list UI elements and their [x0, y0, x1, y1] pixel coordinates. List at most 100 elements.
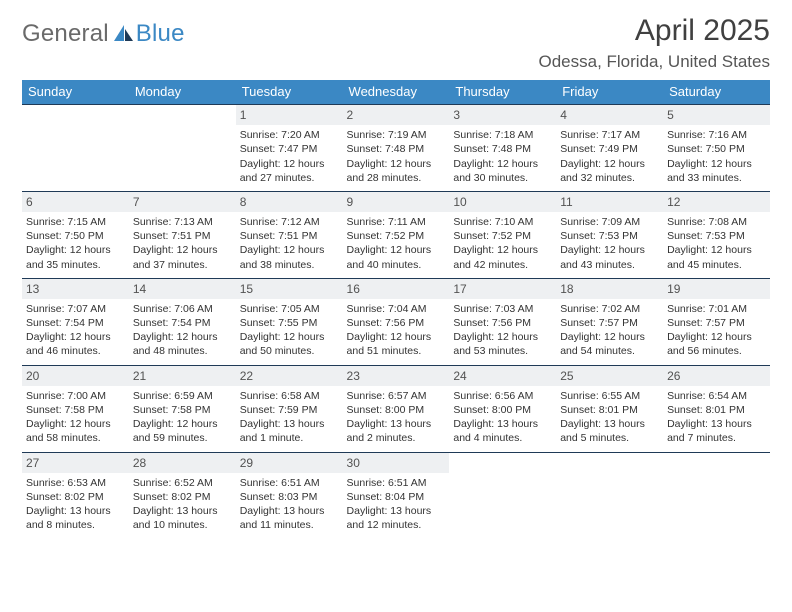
cell-daylight1: Daylight: 12 hours — [133, 243, 232, 257]
cell-sunset: Sunset: 7:53 PM — [560, 229, 659, 243]
cell-sunrise: Sunrise: 7:01 AM — [667, 302, 766, 316]
cell-sunrise: Sunrise: 6:51 AM — [347, 476, 446, 490]
cell-sunrise: Sunrise: 7:09 AM — [560, 215, 659, 229]
cell-daylight1: Daylight: 12 hours — [560, 330, 659, 344]
cell-sunrise: Sunrise: 7:20 AM — [240, 128, 339, 142]
calendar-cell: 1 Sunrise: 7:20 AMSunset: 7:47 PMDaylight… — [236, 105, 343, 192]
day-number: 10 — [449, 192, 556, 212]
cell-daylight1: Daylight: 13 hours — [347, 417, 446, 431]
cell-sunset: Sunset: 7:53 PM — [667, 229, 766, 243]
cell-sunset: Sunset: 7:50 PM — [26, 229, 125, 243]
cell-daylight2: and 42 minutes. — [453, 258, 552, 272]
day-number: 2 — [343, 105, 450, 125]
cell-sunrise: Sunrise: 7:13 AM — [133, 215, 232, 229]
cell-sunset: Sunset: 7:54 PM — [26, 316, 125, 330]
cell-daylight2: and 54 minutes. — [560, 344, 659, 358]
cell-sunset: Sunset: 7:50 PM — [667, 142, 766, 156]
cell-sunrise: Sunrise: 7:19 AM — [347, 128, 446, 142]
cell-sunset: Sunset: 7:54 PM — [133, 316, 232, 330]
calendar-cell: 13Sunrise: 7:07 AMSunset: 7:54 PMDayligh… — [22, 278, 129, 365]
cell-sunset: Sunset: 7:51 PM — [240, 229, 339, 243]
cell-sunset: Sunset: 7:57 PM — [560, 316, 659, 330]
day-number: 15 — [236, 279, 343, 299]
cell-daylight1: Daylight: 12 hours — [453, 243, 552, 257]
calendar-cell: 4Sunrise: 7:17 AMSunset: 7:49 PMDaylight… — [556, 105, 663, 192]
cell-sunrise: Sunrise: 7:07 AM — [26, 302, 125, 316]
day-number: 28 — [129, 453, 236, 473]
calendar-table: SundayMondayTuesdayWednesdayThursdayFrid… — [22, 80, 770, 538]
cell-sunset: Sunset: 7:57 PM — [667, 316, 766, 330]
calendar-cell: 29Sunrise: 6:51 AMSunset: 8:03 PMDayligh… — [236, 452, 343, 538]
calendar-week-row: 6 Sunrise: 7:15 AMSunset: 7:50 PM Daylight… — [22, 191, 770, 278]
cell-daylight1: Daylight: 12 hours — [133, 330, 232, 344]
day-number: 11 — [556, 192, 663, 212]
cell-sunrise: Sunrise: 6:55 AM — [560, 389, 659, 403]
cell-sunset: Sunset: 7:47 PM — [240, 142, 339, 156]
day-number: 13 — [22, 279, 129, 299]
cell-daylight1: Daylight: 13 hours — [453, 417, 552, 431]
day-number: 6 — [22, 192, 129, 212]
cell-daylight2: and 38 minutes. — [240, 258, 339, 272]
weekday-header: Friday — [556, 80, 663, 105]
day-number: 5 — [663, 105, 770, 125]
cell-daylight2: and 35 minutes. — [26, 258, 125, 272]
calendar-cell: 21Sunrise: 6:59 AMSunset: 7:58 PMDayligh… — [129, 365, 236, 452]
cell-daylight1: Daylight: 12 hours — [453, 330, 552, 344]
logo: General Blue — [22, 14, 185, 48]
cell-sunrise: Sunrise: 7:02 AM — [560, 302, 659, 316]
cell-daylight1: Daylight: 13 hours — [667, 417, 766, 431]
cell-daylight2: and 43 minutes. — [560, 258, 659, 272]
weekday-header: Tuesday — [236, 80, 343, 105]
cell-daylight1: Daylight: 13 hours — [240, 504, 339, 518]
day-number: 9 — [343, 192, 450, 212]
cell-sunrise: Sunrise: 6:52 AM — [133, 476, 232, 490]
logo-text-blue: Blue — [136, 20, 185, 48]
calendar-cell: 9Sunrise: 7:11 AMSunset: 7:52 PMDaylight… — [343, 191, 450, 278]
cell-daylight1: Daylight: 13 hours — [133, 504, 232, 518]
cell-sunrise: Sunrise: 7:04 AM — [347, 302, 446, 316]
cell-sunset: Sunset: 8:01 PM — [560, 403, 659, 417]
cell-sunrise: Sunrise: 6:56 AM — [453, 389, 552, 403]
calendar-cell: 7Sunrise: 7:13 AMSunset: 7:51 PMDaylight… — [129, 191, 236, 278]
cell-daylight2: and 53 minutes. — [453, 344, 552, 358]
cell-daylight2: and 1 minute. — [240, 431, 339, 445]
cell-sunset: Sunset: 7:48 PM — [347, 142, 446, 156]
calendar-cell: 24Sunrise: 6:56 AMSunset: 8:00 PMDayligh… — [449, 365, 556, 452]
cell-daylight2: and 4 minutes. — [453, 431, 552, 445]
calendar-cell: 2Sunrise: 7:19 AMSunset: 7:48 PMDaylight… — [343, 105, 450, 192]
weekday-header: Thursday — [449, 80, 556, 105]
calendar-cell-empty — [663, 452, 770, 538]
cell-daylight1: Daylight: 13 hours — [26, 504, 125, 518]
cell-daylight2: and 45 minutes. — [667, 258, 766, 272]
cell-sunrise: Sunrise: 7:15 AM — [26, 215, 125, 229]
cell-daylight1: Daylight: 12 hours — [240, 157, 339, 171]
cell-sunset: Sunset: 8:02 PM — [26, 490, 125, 504]
cell-sunrise: Sunrise: 7:18 AM — [453, 128, 552, 142]
cell-sunrise: Sunrise: 6:51 AM — [240, 476, 339, 490]
cell-sunrise: Sunrise: 7:08 AM — [667, 215, 766, 229]
cell-sunset: Sunset: 7:52 PM — [453, 229, 552, 243]
calendar-cell: 25Sunrise: 6:55 AMSunset: 8:01 PMDayligh… — [556, 365, 663, 452]
calendar-cell: 17Sunrise: 7:03 AMSunset: 7:56 PMDayligh… — [449, 278, 556, 365]
calendar-week-row: 13Sunrise: 7:07 AMSunset: 7:54 PMDayligh… — [22, 278, 770, 365]
cell-sunrise: Sunrise: 7:05 AM — [240, 302, 339, 316]
cell-daylight1: Daylight: 12 hours — [667, 330, 766, 344]
day-number: 1 — [236, 105, 343, 125]
cell-daylight2: and 58 minutes. — [26, 431, 125, 445]
day-number: 22 — [236, 366, 343, 386]
cell-sunset: Sunset: 7:49 PM — [560, 142, 659, 156]
cell-sunrise: Sunrise: 6:58 AM — [240, 389, 339, 403]
cell-daylight2: and 11 minutes. — [240, 518, 339, 532]
cell-sunset: Sunset: 8:00 PM — [453, 403, 552, 417]
cell-daylight1: Daylight: 12 hours — [347, 243, 446, 257]
day-number: 23 — [343, 366, 450, 386]
cell-daylight2: and 50 minutes. — [240, 344, 339, 358]
cell-daylight2: and 27 minutes. — [240, 171, 339, 185]
cell-daylight2: and 5 minutes. — [560, 431, 659, 445]
cell-sunset: Sunset: 8:02 PM — [133, 490, 232, 504]
calendar-cell: 8Sunrise: 7:12 AMSunset: 7:51 PMDaylight… — [236, 191, 343, 278]
cell-daylight2: and 30 minutes. — [453, 171, 552, 185]
weekday-header: Sunday — [22, 80, 129, 105]
day-number: 3 — [449, 105, 556, 125]
cell-daylight2: and 10 minutes. — [133, 518, 232, 532]
